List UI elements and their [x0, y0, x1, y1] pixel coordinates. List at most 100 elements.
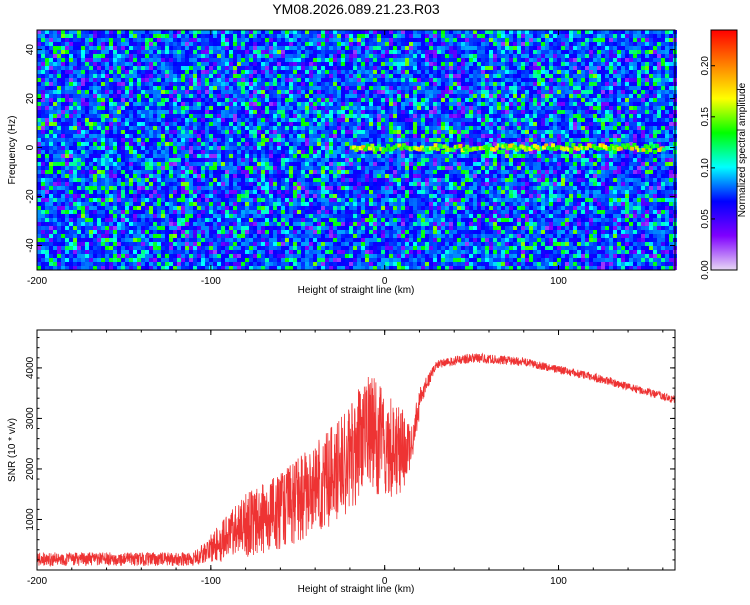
spectrogram-cell	[437, 46, 441, 50]
spectrogram-cell	[353, 138, 357, 142]
spectrogram-cell	[181, 50, 185, 54]
spectrogram-cell	[125, 114, 129, 118]
spectrogram-cell	[321, 78, 325, 82]
spectrogram-cell	[277, 78, 281, 82]
spectrogram-cell	[521, 78, 525, 82]
spectrogram-cell	[73, 122, 77, 126]
spectrogram-cell	[513, 58, 517, 62]
spectrogram-cell	[113, 146, 117, 150]
spectrogram-cell	[161, 102, 165, 106]
spectrogram-cell	[585, 66, 589, 70]
spectrogram-cell	[593, 42, 597, 46]
spectrogram-cell	[357, 62, 361, 66]
spectrogram-cell	[565, 106, 569, 110]
spectrogram-cell	[653, 90, 657, 94]
spectrogram-cell	[309, 130, 313, 134]
spectrogram-cell	[613, 94, 617, 98]
spectrogram-cell	[165, 122, 169, 126]
spectrogram-cell	[317, 30, 321, 34]
spectrogram-cell	[405, 54, 409, 58]
spectrogram-cell	[429, 90, 433, 94]
spectrogram-cell	[269, 46, 273, 50]
spectrogram-cell	[497, 90, 501, 94]
spectrogram-cell	[69, 98, 73, 102]
spectrogram-cell	[401, 70, 405, 74]
spectrogram-cell	[149, 46, 153, 50]
spectrogram-cell	[393, 90, 397, 94]
spectrogram-cell	[569, 142, 573, 146]
spectrogram-cell	[541, 90, 545, 94]
spectrogram-cell	[449, 58, 453, 62]
spectrogram-cell	[77, 110, 81, 114]
spectrogram-cell	[433, 82, 437, 86]
spectrogram-cell	[333, 90, 337, 94]
spectrogram-cell	[405, 46, 409, 50]
spectrogram-cell	[145, 126, 149, 130]
spectrogram-cell	[413, 102, 417, 106]
spectrogram-cell	[525, 34, 529, 38]
spectrogram-cell	[425, 50, 429, 54]
spectrogram-cell	[221, 30, 225, 34]
spectrogram-cell	[337, 38, 341, 42]
spectrogram-cell	[421, 46, 425, 50]
spectrogram-cell	[669, 86, 673, 90]
spectrogram-cell	[385, 30, 389, 34]
spectrogram-cell	[553, 130, 557, 134]
spectrogram-cell	[249, 66, 253, 70]
spectrogram-cell	[429, 110, 433, 114]
spectrogram-cell	[593, 126, 597, 130]
spectrogram-cell	[37, 102, 41, 106]
spectrogram-cell	[517, 90, 521, 94]
spectrogram-cell	[589, 110, 593, 114]
spectrogram-cell	[485, 38, 489, 42]
spectrogram-cell	[453, 54, 457, 58]
spectrogram-cell	[573, 114, 577, 118]
spectrogram-cell	[41, 146, 45, 150]
spectrogram-cell	[417, 38, 421, 42]
spectrogram-cell	[457, 82, 461, 86]
spectrogram-cell	[233, 134, 237, 138]
spectrogram-cell	[53, 90, 57, 94]
spectrogram-cell	[485, 30, 489, 34]
spectrogram-cell	[269, 114, 273, 118]
spectrogram-cell	[141, 74, 145, 78]
spectrogram-cell	[141, 126, 145, 130]
spectrogram-cell	[537, 150, 541, 154]
spectrogram-cell	[469, 114, 473, 118]
spectrogram-cell	[365, 134, 369, 138]
spectrogram-cell	[561, 106, 565, 110]
spectrogram-cell	[213, 58, 217, 62]
spectrogram-cell	[205, 142, 209, 146]
spectrogram-cell	[281, 70, 285, 74]
spectrogram-cell	[113, 150, 117, 154]
spectrogram-cell	[101, 146, 105, 150]
spectrogram-cell	[625, 122, 629, 126]
spectrogram-cell	[385, 130, 389, 134]
spectrogram-cell	[81, 106, 85, 110]
spectrogram-cell	[333, 66, 337, 70]
spectrogram-cell	[445, 74, 449, 78]
spectrogram-cell	[417, 46, 421, 50]
spectrogram-cell	[197, 118, 201, 122]
spectrogram-cell	[269, 142, 273, 146]
spectrogram-cell	[201, 110, 205, 114]
spectrogram-cell	[497, 42, 501, 46]
spectrogram-cell	[529, 58, 533, 62]
spectrogram-cell	[589, 82, 593, 86]
spectrogram-cell	[213, 54, 217, 58]
spectrogram-cell	[445, 134, 449, 138]
spectrogram-cell	[545, 74, 549, 78]
spectrogram-cell	[561, 86, 565, 90]
spectrogram-cell	[513, 30, 517, 34]
spectrogram-cell	[333, 142, 337, 146]
spectrogram-cell	[481, 138, 485, 142]
spectrogram-cell	[501, 114, 505, 118]
spectrogram-cell	[377, 30, 381, 34]
spectrogram-cell	[605, 130, 609, 134]
spectrogram-cell	[501, 42, 505, 46]
spectrogram-cell	[245, 82, 249, 86]
spectrogram-cell	[237, 122, 241, 126]
spectrogram-cell	[509, 134, 513, 138]
spectrogram-cell	[221, 106, 225, 110]
